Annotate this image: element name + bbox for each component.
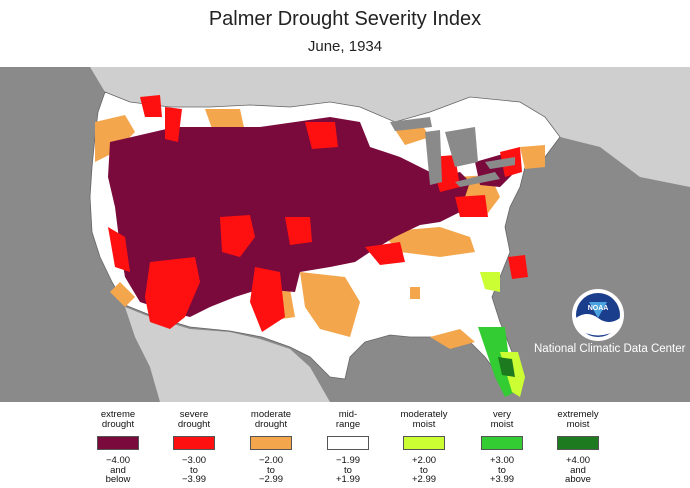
legend-range-line: −2.99 bbox=[258, 474, 284, 485]
legend-category-label: very moist bbox=[457, 408, 547, 430]
noaa-logo: NOAA bbox=[572, 289, 624, 341]
legend-range: +3.00 to +3.99 bbox=[457, 456, 547, 485]
legend-range: +4.00 and above bbox=[533, 456, 623, 485]
noaa-logo-text: NOAA bbox=[588, 305, 609, 312]
legend-label-line: extreme bbox=[100, 409, 136, 420]
legend-range: −3.00 to −3.99 bbox=[149, 456, 239, 485]
legend-item: severe drought −3.00 to −3.99 bbox=[149, 408, 239, 485]
legend-item: extremely moist +4.00 and above bbox=[533, 408, 623, 485]
legend-category-label: moderately moist bbox=[379, 408, 469, 430]
legend-color-swatch bbox=[403, 436, 445, 450]
legend-range-line: to bbox=[344, 464, 352, 476]
legend-label-line: severe bbox=[179, 409, 209, 420]
legend-color-swatch bbox=[97, 436, 139, 450]
legend-label-line: extremely bbox=[557, 409, 599, 420]
canada-land bbox=[90, 67, 690, 187]
legend-range-line: −4.00 bbox=[105, 455, 131, 466]
legend-label-line: drought bbox=[177, 419, 211, 430]
legend-item: very moist +3.00 to +3.99 bbox=[457, 408, 547, 485]
agency-label: National Climatic Data Center bbox=[534, 343, 686, 355]
legend-label-line: drought bbox=[254, 419, 288, 430]
legend-range-line: −3.00 bbox=[181, 455, 207, 466]
us-map-svg bbox=[89, 67, 690, 402]
legend-range: −2.00 to −2.99 bbox=[226, 456, 316, 485]
legend-label-line: moderate bbox=[250, 409, 292, 420]
legend-range-line: +3.00 bbox=[489, 455, 515, 466]
legend-range-line: +2.99 bbox=[411, 474, 437, 485]
legend-category-label: moderate drought bbox=[226, 408, 316, 430]
legend-label-line: mid- bbox=[338, 409, 358, 420]
legend-color-swatch bbox=[481, 436, 523, 450]
legend: extreme drought −4.00 and below severe drought… bbox=[0, 408, 690, 488]
legend-range-line: +1.99 bbox=[335, 474, 361, 485]
legend-label-line: moderately bbox=[400, 409, 448, 420]
legend-range: +2.00 to +2.99 bbox=[379, 456, 469, 485]
legend-range-line: −2.00 bbox=[258, 455, 284, 466]
moist-regions bbox=[478, 272, 525, 397]
legend-item: moderate drought −2.00 to −2.99 bbox=[226, 408, 316, 485]
legend-color-swatch bbox=[250, 436, 292, 450]
legend-color-swatch bbox=[327, 436, 369, 450]
drought-map bbox=[0, 67, 690, 402]
legend-label-line: very bbox=[493, 409, 511, 420]
legend-range: −1.99 to +1.99 bbox=[303, 456, 393, 485]
legend-range-line: −1.99 bbox=[335, 455, 361, 466]
legend-category-label: extreme drought bbox=[73, 408, 163, 430]
legend-range-line: +2.00 bbox=[411, 455, 437, 466]
legend-range-line: and bbox=[570, 464, 586, 476]
legend-range-line: to bbox=[267, 464, 275, 476]
great-lakes bbox=[390, 117, 515, 187]
legend-item: extreme drought −4.00 and below bbox=[73, 408, 163, 485]
map-subtitle: June, 1934 bbox=[307, 38, 383, 55]
legend-category-label: severe drought bbox=[149, 408, 239, 430]
legend-range: −4.00 and below bbox=[73, 456, 163, 485]
legend-range-line: to bbox=[190, 464, 198, 476]
legend-range-line: above bbox=[565, 474, 591, 485]
legend-category-label: extremely moist bbox=[533, 408, 623, 430]
legend-color-swatch bbox=[173, 436, 215, 450]
legend-label-line: drought bbox=[101, 419, 135, 430]
legend-color-swatch bbox=[557, 436, 599, 450]
legend-category-label: mid-range bbox=[303, 408, 393, 430]
legend-range-line: below bbox=[105, 474, 131, 485]
legend-range-line: and bbox=[110, 464, 126, 476]
legend-range-line: +3.99 bbox=[489, 474, 515, 485]
legend-item: moderately moist +2.00 to +2.99 bbox=[379, 408, 469, 485]
legend-label-line: moist bbox=[490, 419, 514, 430]
legend-label-line: range bbox=[335, 419, 361, 430]
legend-label-line: moist bbox=[566, 419, 590, 430]
mexico-land bbox=[125, 307, 330, 402]
legend-item: mid-range −1.99 to +1.99 bbox=[303, 408, 393, 485]
legend-range-line: −3.99 bbox=[181, 474, 207, 485]
map-title: Palmer Drought Severity Index bbox=[208, 8, 482, 30]
legend-range-line: +4.00 bbox=[565, 455, 591, 466]
legend-range-line: to bbox=[498, 464, 506, 476]
legend-range-line: to bbox=[420, 464, 428, 476]
legend-label-line: moist bbox=[412, 419, 436, 430]
